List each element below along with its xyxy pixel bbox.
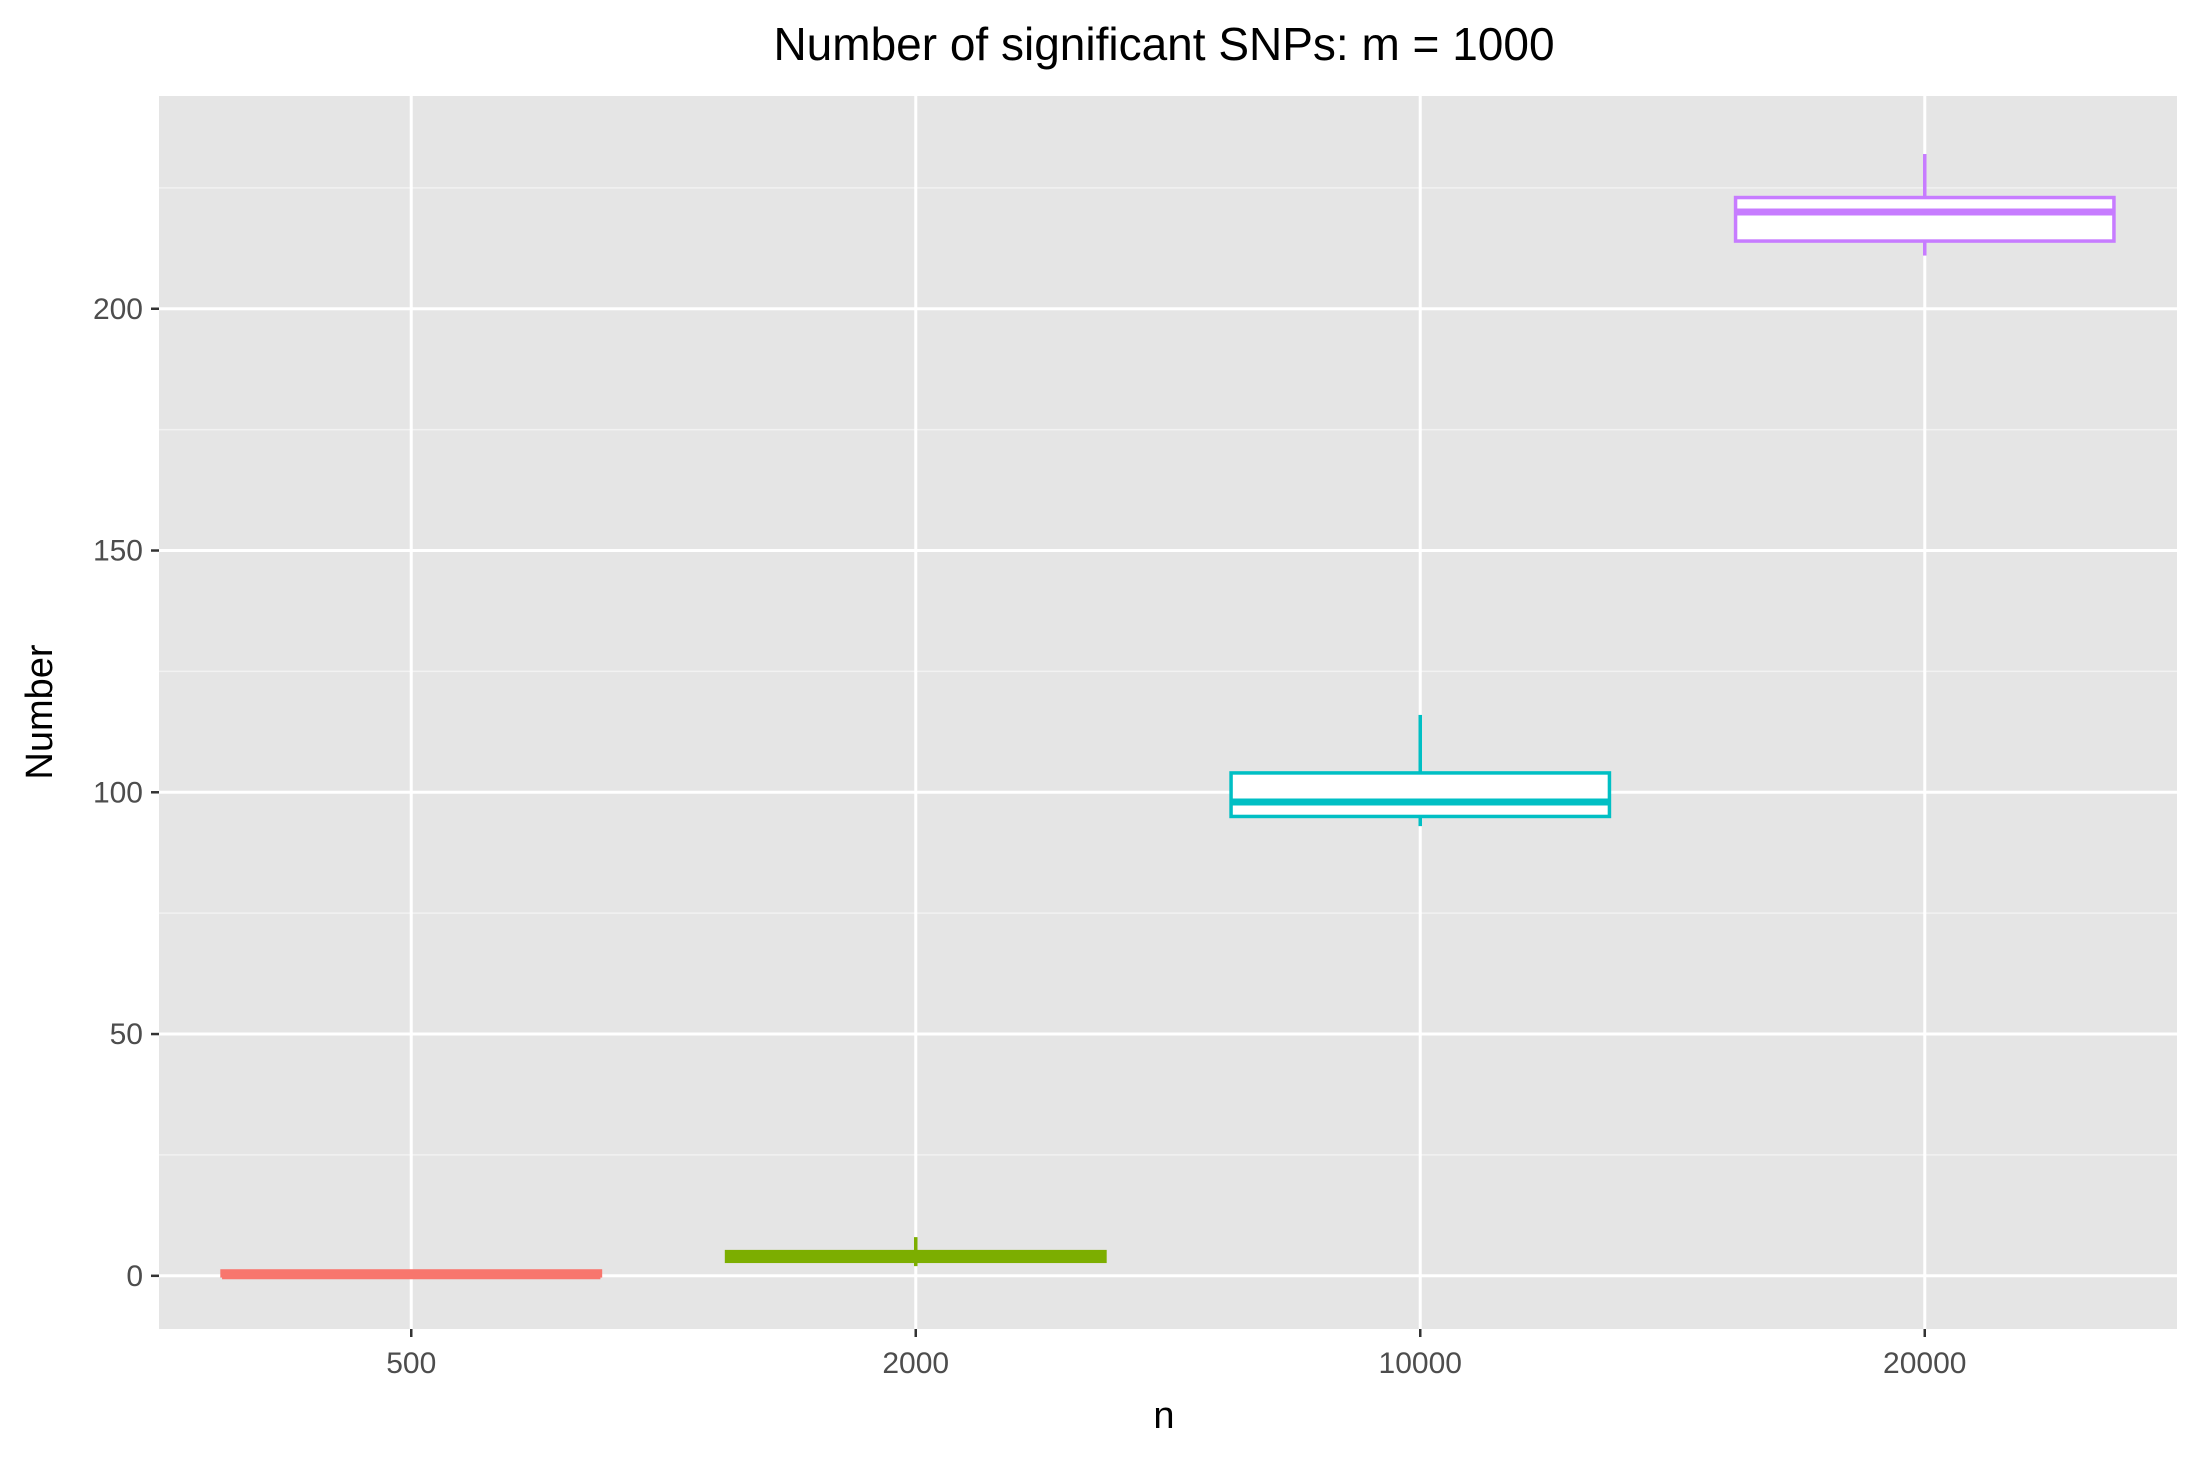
y-tick-label: 50	[110, 1018, 143, 1051]
y-tick-label: 150	[93, 535, 143, 568]
boxes	[220, 154, 2116, 1280]
box-iqr	[1733, 195, 2116, 243]
y-tick-label: 0	[126, 1260, 143, 1293]
box-2000	[724, 1237, 1107, 1267]
y-tick-label: 200	[93, 293, 143, 326]
box-500	[220, 1269, 603, 1280]
x-tick-label: 10000	[1379, 1347, 1462, 1380]
grid-minor	[159, 187, 2177, 1156]
x-axis-title: n	[1153, 1395, 1174, 1437]
x-tick-label: 2000	[882, 1347, 949, 1380]
y-axis: 0 50 100 150 200	[93, 293, 159, 1293]
x-tick-label: 500	[386, 1347, 436, 1380]
x-axis: 500 2000 10000 20000	[386, 1329, 1966, 1380]
y-tick-label: 100	[93, 776, 143, 809]
box-iqr	[1229, 771, 1612, 819]
y-axis-title: Number	[19, 644, 61, 779]
box-10000	[1229, 714, 1612, 827]
box-20000	[1733, 154, 2116, 256]
x-tick-label: 20000	[1883, 1347, 1966, 1380]
plot-panel	[159, 96, 2177, 1329]
chart-title: Number of significant SNPs: m = 1000	[773, 18, 1554, 70]
